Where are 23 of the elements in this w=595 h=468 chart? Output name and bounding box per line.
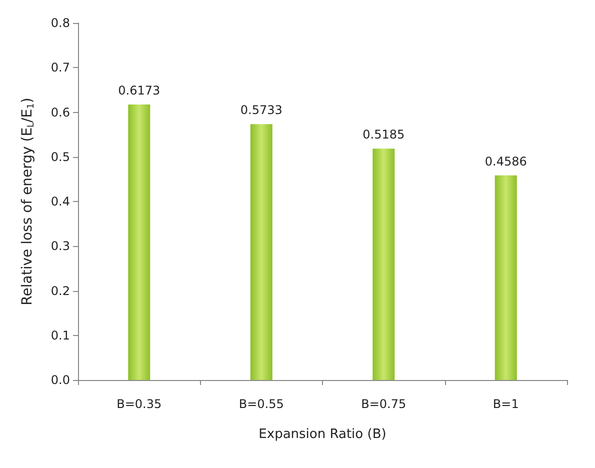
y-tick-label: 0.2 [50, 284, 70, 298]
data-label: 0.4586 [484, 154, 527, 168]
x-axis-title: Expansion Ratio (B) [258, 427, 386, 442]
x-tick-label: B=0.35 [116, 397, 162, 411]
x-tick-label: B=1 [492, 397, 519, 411]
bar [250, 124, 272, 380]
data-label: 0.5733 [240, 103, 282, 118]
y-tick-label: 0.0 [50, 373, 70, 387]
x-tick-label: B=0.75 [361, 397, 406, 411]
y-tick-label: 0.6 [50, 105, 70, 120]
y-tick-label: 0.1 [50, 328, 70, 342]
y-tick-label: 0.3 [50, 239, 70, 254]
bar [372, 148, 395, 380]
bar [494, 175, 517, 380]
x-tick-label: B=0.55 [238, 397, 284, 411]
data-label: 0.6173 [118, 84, 160, 98]
y-tick-label: 0.8 [50, 16, 70, 30]
bar [128, 104, 150, 380]
y-axis-title: Relative loss of energy (EL/E1) [20, 98, 36, 306]
y-tick-label: 0.4 [50, 194, 70, 208]
data-label: 0.5185 [362, 128, 405, 142]
y-tick-label: 0.5 [50, 150, 70, 164]
y-tick-label: 0.7 [50, 60, 70, 75]
